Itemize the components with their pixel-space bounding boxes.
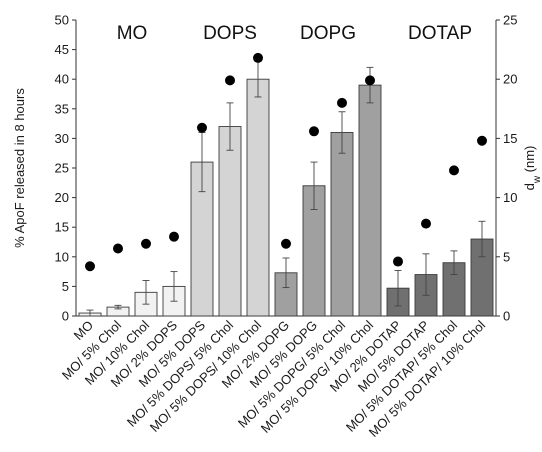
y-axis-title: % ApoF released in 8 hours [12,88,27,248]
size-point [197,122,207,133]
size-point [309,126,319,137]
bar [246,78,270,317]
y2-axis-title-unit: (nm) [522,146,537,176]
right-tick-label: 25 [503,13,517,28]
y2-axis-title: dw (nm) [522,146,542,191]
size-point [281,238,291,249]
size-point [477,135,487,146]
size-point [113,243,123,254]
y2-axis-title-subscript: w [532,175,542,184]
size-point [253,52,263,63]
left-tick-label: 25 [55,161,69,176]
size-points-layer [85,52,487,272]
right-tick-label: 5 [503,249,510,264]
left-tick-label: 0 [62,309,69,324]
bar [218,126,242,317]
right-tick-label: 0 [503,309,510,324]
size-point [169,231,179,242]
group-label: MO [117,23,148,44]
right-tick-label: 20 [503,72,517,87]
size-point [225,75,235,86]
size-point [337,97,347,108]
left-tick-label: 30 [55,131,69,146]
size-point [393,256,403,267]
bars-layer [78,78,494,317]
right-tick-label: 15 [503,131,517,146]
left-tick-label: 40 [55,72,69,87]
size-point [85,261,95,272]
left-tick-label: 5 [62,279,69,294]
size-point [421,218,431,229]
left-tick-label: 45 [55,42,69,57]
left-tick-label: 20 [55,190,69,205]
group-label: DOPS [203,23,257,44]
right-tick-label: 10 [503,190,517,205]
group-label: DOTAP [408,23,472,44]
y2-axis-title-main: d [522,183,537,190]
left-tick-label: 35 [55,101,69,116]
left-tick-label: 10 [55,249,69,264]
labels-layer: 0 5 10 15 20 25 30 35 40 45 50 0 5 10 15 20 25 MO DOPS DOPG… [12,13,542,440]
size-point [141,238,151,249]
bar [358,84,382,317]
bar [330,132,354,317]
size-point [365,75,375,86]
left-tick-label: 15 [55,220,69,235]
left-tick-label: 50 [55,13,69,28]
error-bars-layer [86,60,486,317]
size-point [449,165,459,176]
group-label: DOPG [300,23,356,44]
